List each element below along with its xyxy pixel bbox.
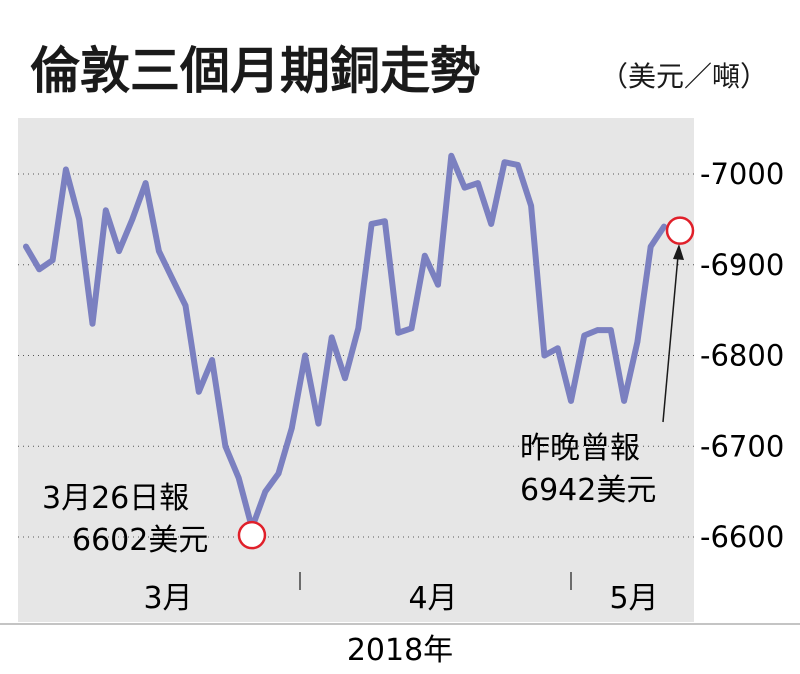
data-point-16 [235, 475, 242, 481]
data-point-33 [461, 184, 468, 191]
latest-annotation-arrow [662, 255, 679, 423]
data-point-31 [435, 281, 441, 288]
data-points [23, 153, 667, 531]
data-point-44 [608, 327, 614, 333]
data-point-6 [102, 207, 109, 214]
data-point-27 [382, 218, 388, 224]
low-annotation-line2: 6602美元 [72, 523, 208, 558]
data-point-3 [63, 166, 69, 173]
y-tick-label-6700: -6700 [700, 429, 784, 463]
y-tick-label-6600: -6600 [700, 520, 784, 554]
data-point-45 [621, 398, 627, 404]
latest-annotation-line2: 6942美元 [520, 473, 656, 508]
month-label-mar: 3月 [143, 581, 192, 616]
data-point-29 [408, 325, 415, 332]
year-label: 2018年 [347, 633, 453, 668]
data-point-2 [49, 257, 56, 264]
latest-annotation-arrowhead [673, 244, 684, 260]
low-point-marker [237, 520, 267, 550]
data-point-24 [342, 375, 348, 381]
data-point-19 [275, 470, 282, 477]
data-point-43 [594, 327, 601, 333]
latest-point-marker [665, 216, 695, 245]
data-point-14 [209, 357, 215, 363]
data-point-15 [222, 443, 229, 450]
data-point-8 [129, 216, 136, 223]
data-point-28 [395, 330, 401, 336]
data-point-22 [315, 420, 322, 427]
data-point-32 [448, 153, 455, 159]
data-point-26 [368, 221, 375, 227]
data-point-41 [568, 398, 574, 404]
data-point-7 [116, 248, 122, 254]
data-point-34 [475, 180, 481, 186]
data-point-25 [355, 325, 362, 332]
y-tick-label-6800: -6800 [700, 339, 784, 373]
chart-title: 倫敦三個月期銅走勢 [30, 41, 480, 100]
data-point-5 [89, 320, 96, 327]
plot-panel [18, 118, 694, 622]
data-point-11 [169, 275, 176, 282]
data-point-40 [554, 345, 561, 352]
data-point-23 [328, 334, 335, 341]
data-point-37 [514, 162, 521, 168]
data-point-1 [36, 266, 43, 273]
data-point-0 [23, 243, 29, 250]
data-point-4 [76, 216, 82, 223]
unit-label: （美元／噸） [600, 60, 768, 93]
data-point-12 [182, 302, 189, 309]
data-point-13 [195, 389, 202, 395]
low-annotation-line1: 3月26日報 [42, 481, 189, 516]
data-point-42 [581, 332, 588, 339]
data-point-35 [488, 221, 495, 227]
data-point-9 [142, 180, 149, 186]
data-point-36 [501, 159, 508, 166]
month-label-may: 5月 [609, 581, 658, 616]
data-point-30 [421, 252, 428, 259]
data-point-21 [302, 352, 308, 359]
data-point-46 [634, 339, 641, 345]
data-point-18 [262, 488, 269, 495]
data-point-48 [661, 223, 667, 230]
latest-annotation-line1: 昨晚曾報 [520, 431, 640, 466]
data-point-38 [528, 202, 534, 209]
data-point-10 [156, 248, 162, 254]
y-tick-label-7000: -7000 [700, 157, 784, 191]
y-tick-label-6900: -6900 [700, 248, 784, 282]
data-point-47 [647, 243, 654, 250]
month-label-apr: 4月 [408, 581, 457, 616]
data-point-39 [541, 352, 548, 359]
y-axis-ticks: -6600 -6700 -6800 -6900 -7000 [700, 157, 784, 554]
data-point-20 [289, 425, 295, 431]
